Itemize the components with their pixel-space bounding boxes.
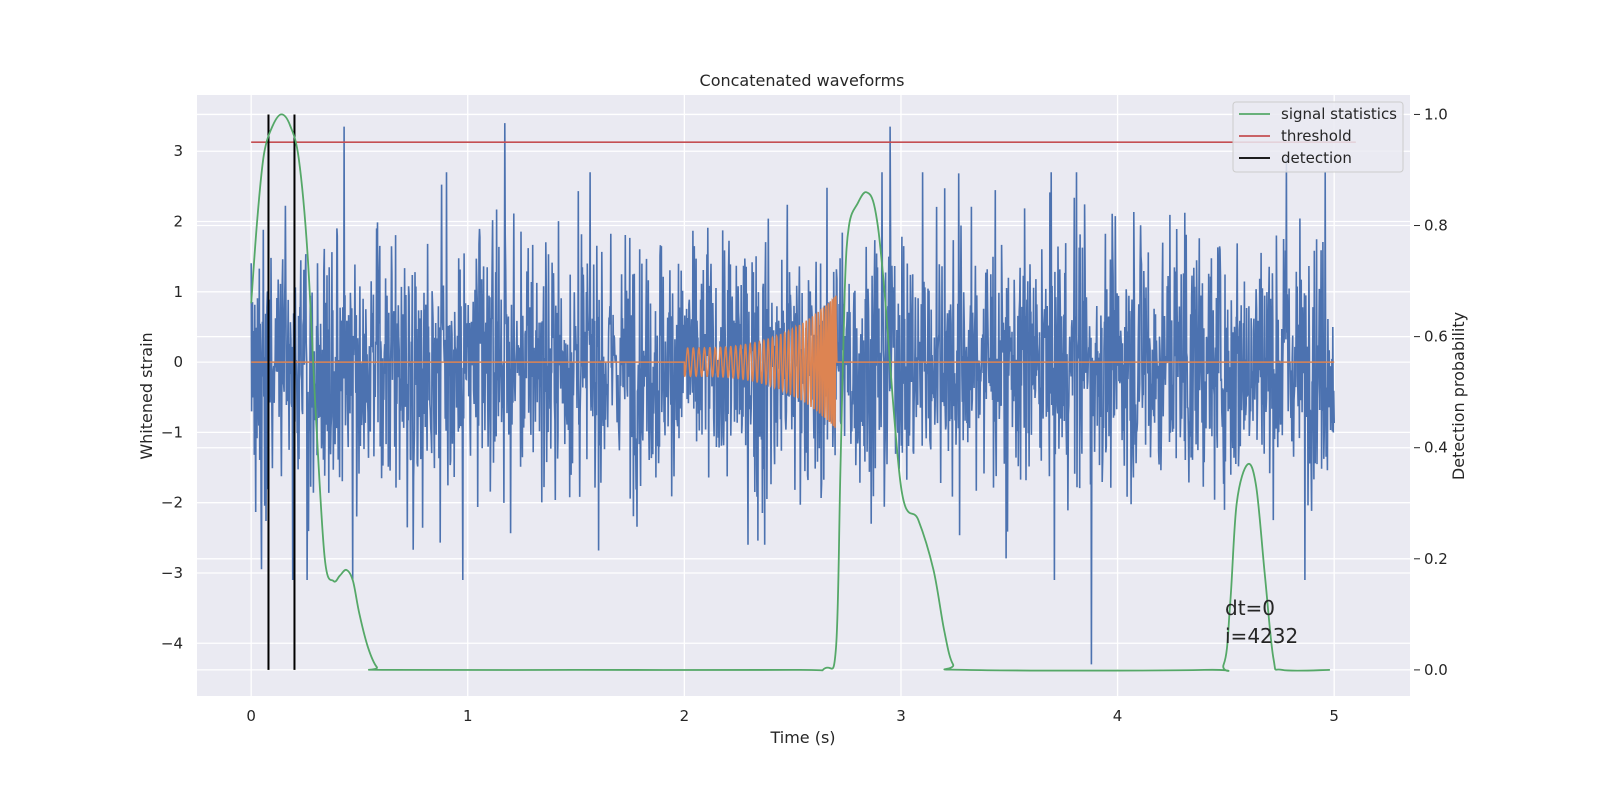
y-tick-label: 1: [173, 283, 183, 301]
x-axis-label: Time (s): [769, 728, 835, 747]
series-noise: [250, 123, 1335, 665]
y-axis-label: Whitened strain: [137, 332, 156, 459]
y2-tick-label: 0.2: [1424, 550, 1448, 568]
annotation-i: i=4232: [1225, 624, 1298, 648]
x-tick-label: 4: [1113, 707, 1123, 725]
y-tick-label: 3: [173, 142, 183, 160]
y-tick-label: −4: [161, 634, 183, 652]
chirp-trace: [251, 295, 1335, 428]
y-tick-label: 2: [173, 213, 183, 231]
y2-tick-label: 0.6: [1424, 328, 1448, 346]
y2-tick-label: 0.8: [1424, 217, 1448, 235]
legend: signal statistics threshold detection: [1232, 101, 1404, 173]
x-tick-label: 5: [1329, 707, 1339, 725]
annotation-dt: dt=0: [1225, 596, 1275, 620]
x-tick-label: 2: [680, 707, 690, 725]
series-signal-statistics: [250, 113, 1330, 672]
x-tick-label: 3: [896, 707, 906, 725]
y-tick-label: 0: [173, 353, 183, 371]
y-tick-label: −2: [161, 494, 183, 512]
y2-tick-label: 0.0: [1424, 661, 1448, 679]
y-tick-label: −3: [161, 564, 183, 582]
y2-tick-label: 1.0: [1424, 105, 1448, 123]
series-detection: [267, 114, 296, 670]
x-tick-label: 1: [463, 707, 473, 725]
y-tick-labels: −4 −3 −2 −1 0 1 2 3: [161, 142, 183, 652]
chart-title: Concatenated waveforms: [700, 71, 905, 90]
legend-label-signal-statistics: signal statistics: [1281, 105, 1397, 123]
legend-label-threshold: threshold: [1281, 127, 1352, 145]
series-chirp: [251, 295, 1335, 428]
legend-label-detection: detection: [1281, 149, 1352, 167]
x-tick-labels: 0 1 2 3 4 5: [246, 707, 1339, 725]
noise-trace: [250, 123, 1335, 665]
x-tick-label: 0: [246, 707, 256, 725]
signal-statistics-curve: [250, 113, 1330, 672]
y2-axis-label: Detection probability: [1449, 312, 1468, 480]
legend-box: [1232, 101, 1404, 173]
y-tick-label: −1: [161, 423, 183, 441]
y2-tick-label: 0.4: [1424, 439, 1448, 457]
y2-tick-labels: 0.0 0.2 0.4 0.6 0.8 1.0: [1414, 105, 1448, 679]
